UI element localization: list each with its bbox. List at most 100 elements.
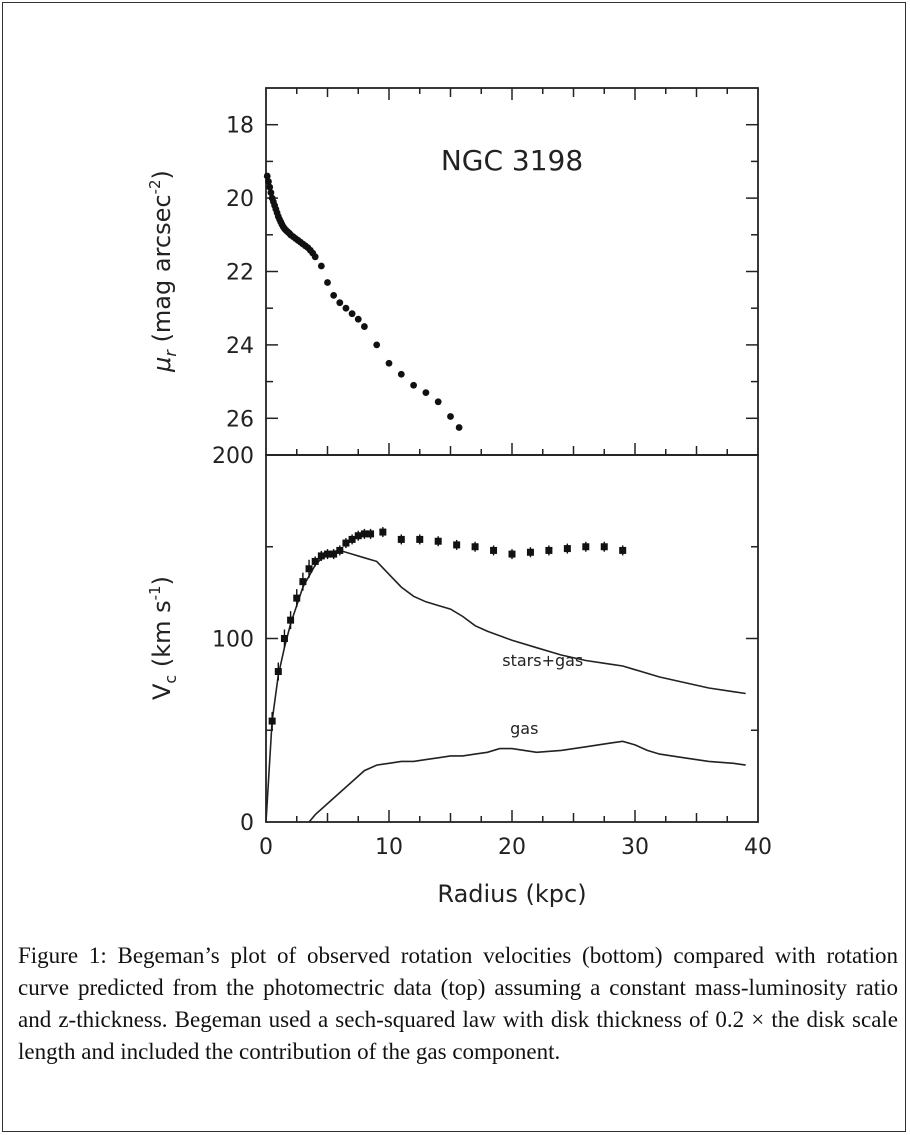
observed-velocity-point [563, 543, 571, 554]
photometry-ticks: 18 20 22 24 26 [226, 88, 758, 455]
velocity-marker [600, 543, 608, 551]
surface-brightness-points [263, 172, 463, 431]
rotation-plot-frame [265, 454, 759, 823]
observed-velocity-point [434, 536, 442, 547]
observed-velocity-point [311, 556, 319, 567]
observed-velocity-point [336, 545, 344, 556]
velocity-marker [416, 535, 424, 543]
vc-units-close: ) [148, 576, 176, 585]
observed-velocity-point [299, 572, 307, 591]
x-tick-label: 0 [259, 835, 273, 860]
surface-brightness-point [348, 310, 356, 318]
observed-velocity-point [471, 541, 479, 552]
velocity-marker [471, 543, 479, 551]
surface-brightness-point [330, 291, 338, 299]
observed-velocity-point [274, 662, 282, 681]
observed-velocity-points [268, 527, 627, 731]
surface-brightness-point [263, 172, 271, 180]
velocity-marker [336, 546, 344, 554]
velocity-marker [274, 668, 282, 676]
velocity-marker [330, 550, 338, 558]
velocity-marker [324, 550, 331, 558]
model-curve-stars-gas [265, 549, 746, 823]
observed-velocity-point [305, 559, 313, 578]
velocity-marker [490, 546, 498, 554]
velocity-marker [348, 535, 356, 543]
photometry-panel: 18 20 22 24 26 NGC 3198 μr (mag arcsec-2) [146, 87, 759, 456]
velocity-marker [434, 537, 442, 545]
y-tick-label: 18 [226, 114, 254, 139]
model-curves [265, 549, 746, 823]
velocity-marker [299, 578, 307, 586]
velocity-marker [268, 717, 276, 725]
observed-velocity-point [330, 549, 338, 560]
observed-velocity-point [453, 539, 461, 550]
observed-velocity-point [367, 528, 375, 539]
velocity-marker [526, 548, 534, 556]
vc-units-exponent: -1 [146, 585, 164, 600]
stars-gas-annotation: stars+gas [502, 651, 583, 670]
figure-caption: Figure 1: Begeman’s plot of observed rot… [18, 943, 898, 1064]
y-tick-label: 200 [212, 444, 254, 469]
observed-velocity-point [354, 530, 362, 541]
y-tick-label: 100 [212, 628, 254, 653]
surface-brightness-point [447, 413, 454, 420]
observed-velocity-point [324, 549, 331, 560]
mu-units: (mag arcsec [148, 194, 176, 350]
velocity-marker [360, 530, 368, 538]
velocity-marker [280, 635, 288, 642]
surface-brightness-point [354, 315, 362, 323]
observed-velocity-point [619, 545, 627, 556]
observed-velocity-point [293, 589, 301, 608]
mu-symbol: μ [148, 357, 176, 373]
x-tick-label: 40 [744, 835, 772, 860]
velocity-marker [293, 594, 301, 602]
radius-axis-label: Radius (kpc) [437, 880, 586, 908]
surface-brightness-point [422, 389, 430, 397]
velocity-marker [619, 546, 627, 554]
observed-velocity-point [348, 534, 356, 545]
observed-velocity-point [268, 712, 276, 731]
observed-velocity-point [545, 545, 553, 556]
y-tick-label: 20 [226, 187, 254, 212]
mu-units-close: ) [148, 170, 176, 179]
model-curve-gas [308, 740, 746, 823]
velocity-marker [305, 565, 313, 573]
observed-velocity-point [342, 538, 350, 549]
velocity-marker [563, 545, 571, 553]
velocity-marker [342, 539, 350, 547]
rotation-ticks: 0 100 200 0 10 20 30 40 [212, 444, 772, 860]
x-tick-label: 10 [375, 835, 403, 860]
observed-velocity-point [508, 549, 516, 560]
surface-brightness-point [267, 189, 275, 196]
velocity-marker [287, 616, 295, 624]
y-tick-label: 24 [226, 334, 254, 359]
observed-velocity-point [280, 629, 288, 648]
observed-velocity-point [490, 545, 498, 556]
velocity-marker [354, 532, 362, 540]
x-tick-label: 30 [621, 835, 649, 860]
vc-units: (km s [148, 600, 176, 674]
observed-velocity-point [317, 550, 325, 561]
vc-symbol: V [148, 683, 176, 700]
surface-brightness-point [455, 424, 463, 431]
surface-brightness-point [311, 253, 319, 261]
observed-velocity-point [582, 541, 590, 552]
y-tick-label: 0 [240, 811, 254, 836]
surface-brightness-point [361, 323, 368, 330]
velocity-marker [311, 557, 319, 565]
surface-brightness-point [373, 341, 381, 349]
rotation-curve-figure: 18 20 22 24 26 NGC 3198 μr (mag arcsec-2) 0 1… [146, 87, 772, 908]
surface-brightness-point [336, 299, 344, 307]
surface-brightness-point [397, 370, 405, 378]
velocity-marker [582, 543, 590, 551]
observed-velocity-point [397, 534, 405, 545]
surface-brightness-point [265, 178, 272, 185]
panel-title: NGC 3198 [441, 144, 583, 177]
gas-annotation: gas [510, 719, 538, 738]
surface-brightness-point [342, 304, 350, 312]
observed-velocity-point [526, 547, 534, 558]
surface-brightness-point [434, 398, 442, 406]
velocity-axis-label: Vc (km s-1) [146, 576, 180, 700]
